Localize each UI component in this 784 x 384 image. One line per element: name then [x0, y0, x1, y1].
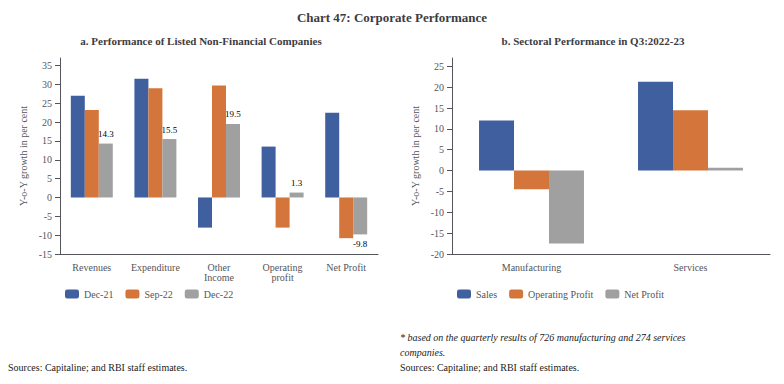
svg-text:Net Profit: Net Profit [624, 289, 664, 300]
svg-text:Other: Other [207, 261, 231, 273]
svg-text:Operating Profit: Operating Profit [528, 289, 593, 300]
svg-text:10: 10 [434, 123, 444, 134]
svg-text:Y-o-Y growth in per cent: Y-o-Y growth in per cent [410, 106, 421, 206]
svg-text:5: 5 [47, 173, 52, 184]
svg-text:Dec-21: Dec-21 [84, 289, 113, 300]
svg-text:14.3: 14.3 [98, 129, 114, 139]
svg-text:Dec-22: Dec-22 [204, 289, 233, 300]
svg-text:Services: Services [674, 262, 708, 273]
svg-text:Sales: Sales [476, 289, 497, 300]
svg-text:b. Sectoral Performance in Q3:: b. Sectoral Performance in Q3:2022-23 [502, 35, 685, 47]
svg-text:Operating: Operating [262, 261, 303, 273]
svg-text:19.5: 19.5 [225, 109, 241, 119]
svg-text:Chart 47: Corporate Performanc: Chart 47: Corporate Performance [297, 10, 487, 25]
svg-text:-15: -15 [39, 249, 52, 260]
svg-text:Income: Income [204, 272, 235, 283]
svg-text:25: 25 [434, 61, 444, 72]
svg-text:1.3: 1.3 [291, 178, 303, 188]
svg-text:5: 5 [439, 144, 444, 155]
svg-text:* based on the quarterly resul: * based on the quarterly results of 726 … [400, 332, 686, 343]
svg-text:-9.8: -9.8 [353, 239, 368, 249]
svg-text:-5: -5 [44, 211, 52, 222]
svg-text:0: 0 [439, 165, 444, 176]
svg-text:Net Profit: Net Profit [326, 262, 366, 273]
svg-text:15.5: 15.5 [162, 125, 178, 135]
svg-text:20: 20 [434, 82, 444, 93]
svg-text:15: 15 [434, 103, 444, 114]
svg-text:Sep-22: Sep-22 [144, 289, 172, 300]
svg-text:30: 30 [42, 79, 52, 90]
svg-text:Y-o-Y growth in per cent: Y-o-Y growth in per cent [18, 106, 29, 206]
svg-text:Expenditure: Expenditure [131, 262, 180, 273]
svg-text:a. Performance of Listed Non-F: a. Performance of Listed Non-Financial C… [80, 35, 322, 47]
svg-text:25: 25 [42, 98, 52, 109]
svg-text:35: 35 [42, 60, 52, 71]
svg-text:10: 10 [42, 154, 52, 165]
svg-text:-10: -10 [431, 207, 444, 218]
svg-text:0: 0 [47, 192, 52, 203]
svg-text:15: 15 [42, 135, 52, 146]
svg-text:-10: -10 [39, 230, 52, 241]
svg-text:-5: -5 [436, 186, 444, 197]
svg-text:-15: -15 [431, 228, 444, 239]
svg-text:Manufacturing: Manufacturing [502, 262, 561, 273]
svg-text:-20: -20 [431, 249, 444, 260]
svg-text:Revenues: Revenues [72, 262, 111, 273]
svg-text:profit: profit [271, 272, 293, 283]
svg-text:Sources: Capitaline; and RBI s: Sources: Capitaline; and RBI staff estim… [400, 362, 579, 373]
svg-text:companies.: companies. [400, 347, 445, 358]
svg-text:Sources: Capitaline; and RBI s: Sources: Capitaline; and RBI staff estim… [8, 362, 187, 373]
svg-text:20: 20 [42, 117, 52, 128]
